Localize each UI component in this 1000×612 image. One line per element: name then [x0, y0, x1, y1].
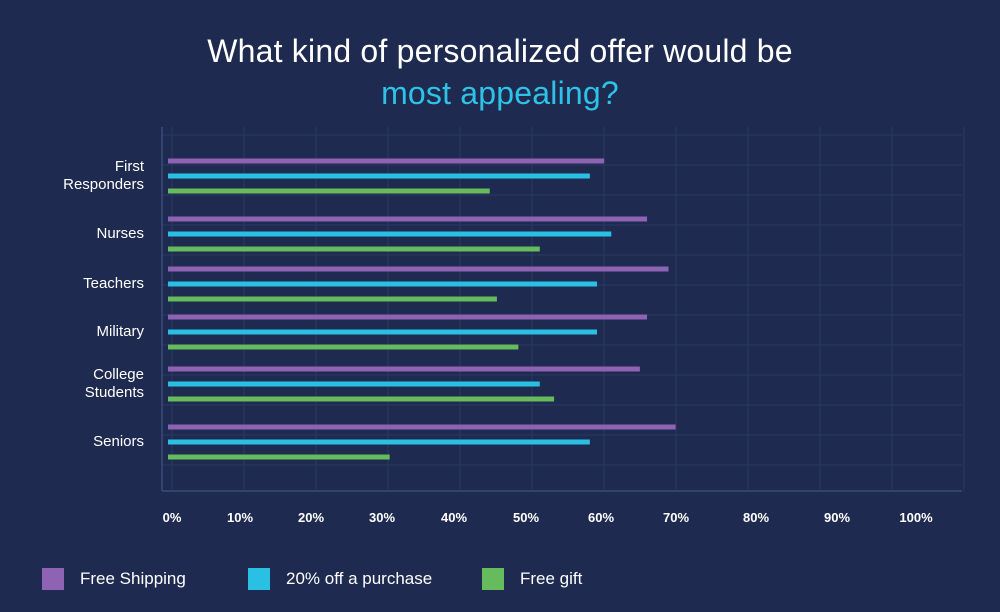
bar-free-gift-3: [168, 344, 519, 350]
bar-free-gift-2: [168, 296, 497, 302]
bar-free-shipping-1: [168, 216, 648, 222]
x-tick-label: 10%: [227, 510, 253, 525]
x-tick-label: 0%: [163, 510, 182, 525]
bar-free-shipping-3: [168, 314, 648, 320]
x-tick-label: 30%: [369, 510, 395, 525]
x-tick-label: 90%: [824, 510, 850, 525]
bar-free-shipping-0: [168, 158, 605, 164]
x-tick-label: 40%: [441, 510, 467, 525]
chart-title: What kind of personalized offer would be…: [0, 30, 1000, 114]
bar-20-off-a-purchase-0: [168, 173, 590, 179]
category-label: Military: [97, 323, 145, 340]
chart-title-line1: What kind of personalized offer would be: [207, 33, 793, 69]
bar-free-gift-0: [168, 188, 490, 194]
chart-title-line2: most appealing?: [381, 75, 619, 111]
bar-free-gift-4: [168, 396, 555, 402]
bar-20-off-a-purchase-2: [168, 281, 597, 287]
x-tick-label: 100%: [899, 510, 933, 525]
bar-free-shipping-4: [168, 366, 640, 372]
bar-free-shipping-2: [168, 266, 669, 272]
x-tick-label: 70%: [663, 510, 689, 525]
bar-free-gift-5: [168, 454, 390, 460]
legend-label-20-off: 20% off a purchase: [286, 569, 433, 588]
legend-swatch-20-off: [248, 568, 270, 590]
category-label: Seniors: [93, 433, 144, 450]
bar-free-shipping-5: [168, 424, 676, 430]
legend-label-free-gift: Free gift: [520, 569, 583, 588]
legend-swatch-free-shipping: [42, 568, 64, 590]
legend-label-free-shipping: Free Shipping: [80, 569, 186, 588]
bar-20-off-a-purchase-3: [168, 329, 597, 335]
x-tick-label: 60%: [588, 510, 614, 525]
x-tick-label: 80%: [743, 510, 769, 525]
bar-20-off-a-purchase-4: [168, 381, 540, 387]
legend-swatch-free-gift: [482, 568, 504, 590]
chart-legend: Free Shipping 20% off a purchase Free gi…: [42, 566, 982, 594]
x-tick-label: 20%: [298, 510, 324, 525]
bar-free-gift-1: [168, 246, 540, 252]
category-label: College Students: [85, 366, 144, 401]
category-label: Nurses: [96, 225, 144, 242]
category-label: First Responders: [63, 158, 145, 193]
x-tick-label: 50%: [513, 510, 539, 525]
category-label: Teachers: [83, 275, 144, 292]
bar-20-off-a-purchase-1: [168, 231, 612, 237]
bar-20-off-a-purchase-5: [168, 439, 590, 445]
